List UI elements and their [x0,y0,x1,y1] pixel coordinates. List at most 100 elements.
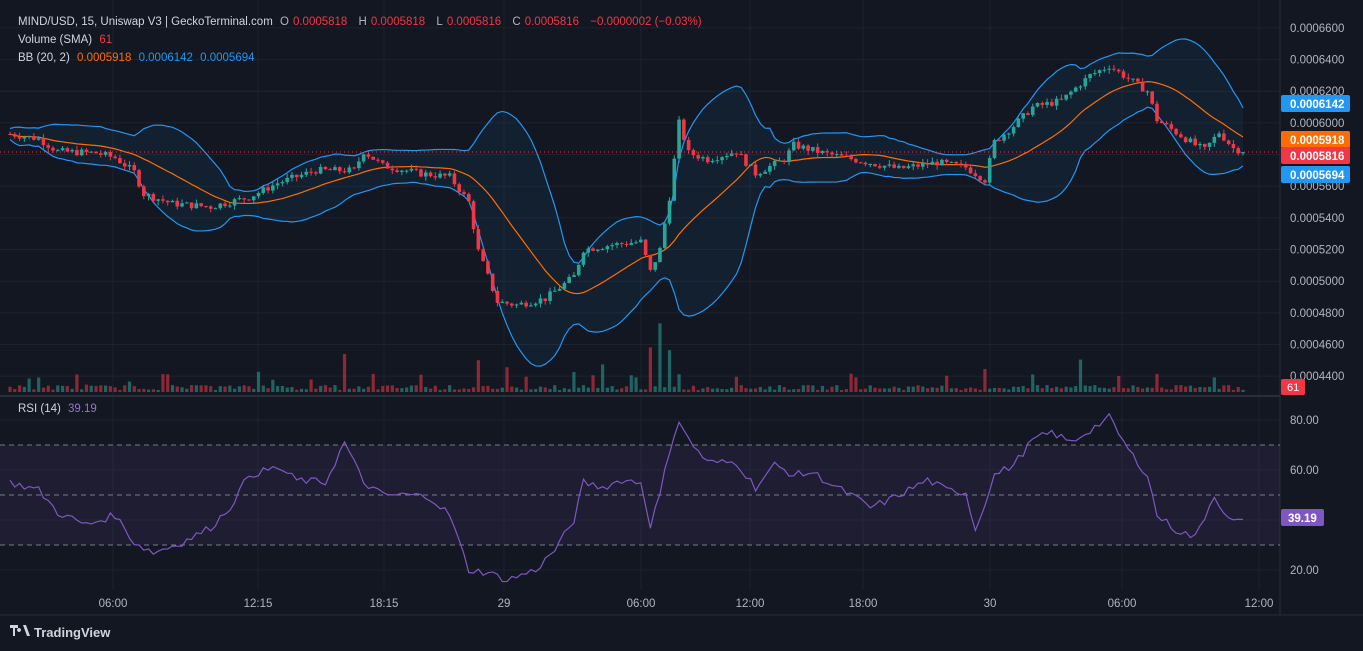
time-axis[interactable]: 06:00 12:15 18:15 29 06:00 12:00 18:00 30 06:00 1… [99,598,1274,610]
volume-bar [1069,387,1073,392]
volume-bar [538,386,543,392]
volume-bar [376,389,380,392]
candle-body [1136,78,1140,82]
candle-body [667,200,672,224]
volume-bar [873,387,877,392]
tradingview-brand[interactable]: TradingView [10,624,110,640]
candle-body [304,171,309,175]
candle-body [897,165,901,168]
candle-body [768,165,772,172]
candle-body [404,170,409,172]
candle-body [266,187,270,191]
candle-body [103,152,108,155]
volume-bar [314,388,318,392]
volume-bar [60,385,65,392]
volume-bar [295,389,299,392]
high-value: 0.0005818 [370,16,426,28]
candle-body [653,262,657,270]
volume-bar [572,372,576,392]
candle-body [361,154,366,162]
volume-bar [844,389,848,392]
open-label: O [280,16,289,28]
volume-bar [146,389,151,392]
symbol-legend[interactable]: MIND/USD, 15, Uniswap V3 | GeckoTerminal… [18,14,706,30]
candle-body [916,164,920,167]
candle-body [500,301,505,303]
volume-bar [233,388,237,392]
volume-bar [758,386,762,392]
candle-body [777,160,782,162]
candle-body [151,194,156,201]
time-tick-label: 18:00 [849,598,878,610]
volume-bar [304,389,308,392]
volume-bar [242,385,246,392]
volume-bar [32,389,36,392]
candle-body [113,156,117,159]
candle-body [8,133,12,135]
rsi-pane[interactable] [0,412,1280,583]
candle-body [1121,71,1126,78]
price-tag-label: 0.0006142 [1290,99,1344,111]
volume-bar [610,386,614,392]
volume-bar [992,387,997,392]
candle-body [376,159,380,161]
volume-bar [309,379,313,392]
ohlc-close: C 0.0005816 [512,16,583,28]
volume-bar [1040,388,1044,392]
candle-body [1083,78,1088,87]
price-tag-label: 0.0005816 [1290,151,1344,163]
candle-body [443,173,447,176]
volume-bar [180,387,184,392]
price-axis[interactable]: 0.00066000.00064000.00062000.00060000.00… [1281,23,1350,577]
bb-basis-value: 0.0005918 [76,52,132,64]
candle-body [256,192,261,197]
candle-body [294,174,299,178]
volume-bar [84,384,89,392]
candle-body [801,145,806,149]
candle-body [658,247,662,263]
candlesticks[interactable] [0,65,1280,309]
volume-bar [175,386,179,392]
candle-body [605,246,610,250]
candle-body [825,151,830,153]
volume-bar [1045,385,1049,392]
volume-legend[interactable]: Volume (SMA) 61 [18,32,116,48]
candle-body [1002,134,1006,141]
volume-bar [1188,385,1193,392]
volume-bar [519,389,523,392]
volume-bar [830,386,834,392]
candle-body [992,140,997,159]
rsi-legend[interactable]: RSI (14) 39.19 [18,401,101,417]
candle-body [505,301,509,304]
volume-bar [94,385,98,392]
volume-bar [730,387,734,392]
candle-body [873,164,877,167]
candle-body [27,136,31,138]
candle-body [1078,86,1083,88]
volume-bar [577,387,581,392]
candle-body [672,158,677,201]
volume-bar [319,385,323,392]
candle-body [643,239,648,256]
volume-bar [256,371,261,392]
candle-body [553,290,557,292]
volume-bar [1059,388,1063,392]
candle-body [213,208,218,210]
bb-legend[interactable]: BB (20, 2) 0.0005918 0.0006142 0.0005694 [18,50,259,66]
candle-body [959,163,963,165]
candle-body [1231,144,1236,149]
bb-lower-value: 0.0005694 [200,52,255,64]
candle-body [366,154,371,157]
candle-body [223,203,227,207]
candle-body [1116,69,1121,72]
candle-body [414,168,419,170]
volume-bar [773,389,777,392]
candle-body [586,248,591,253]
volume-bar [1093,385,1097,392]
volume-bar [1002,388,1006,392]
candle-body [218,203,223,209]
volume-bar [835,385,839,392]
volume-bar [734,376,739,392]
candle-body [433,176,438,178]
